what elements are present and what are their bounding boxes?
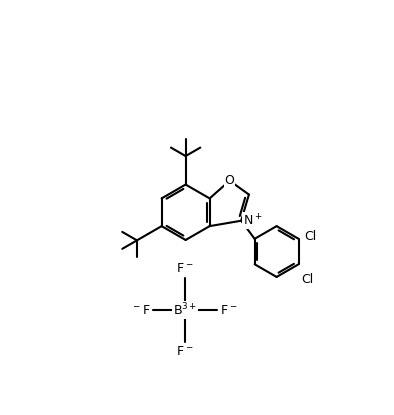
Text: F$^-$: F$^-$: [176, 262, 194, 276]
Text: $^-$F: $^-$F: [131, 303, 151, 317]
Text: O: O: [225, 174, 234, 187]
Text: Cl: Cl: [301, 273, 313, 286]
Text: F$^-$: F$^-$: [176, 345, 194, 358]
Text: B$^{3+}$: B$^{3+}$: [173, 302, 197, 318]
Text: F$^-$: F$^-$: [219, 303, 237, 317]
Text: N$^+$: N$^+$: [243, 213, 262, 228]
Text: Cl: Cl: [304, 230, 316, 243]
